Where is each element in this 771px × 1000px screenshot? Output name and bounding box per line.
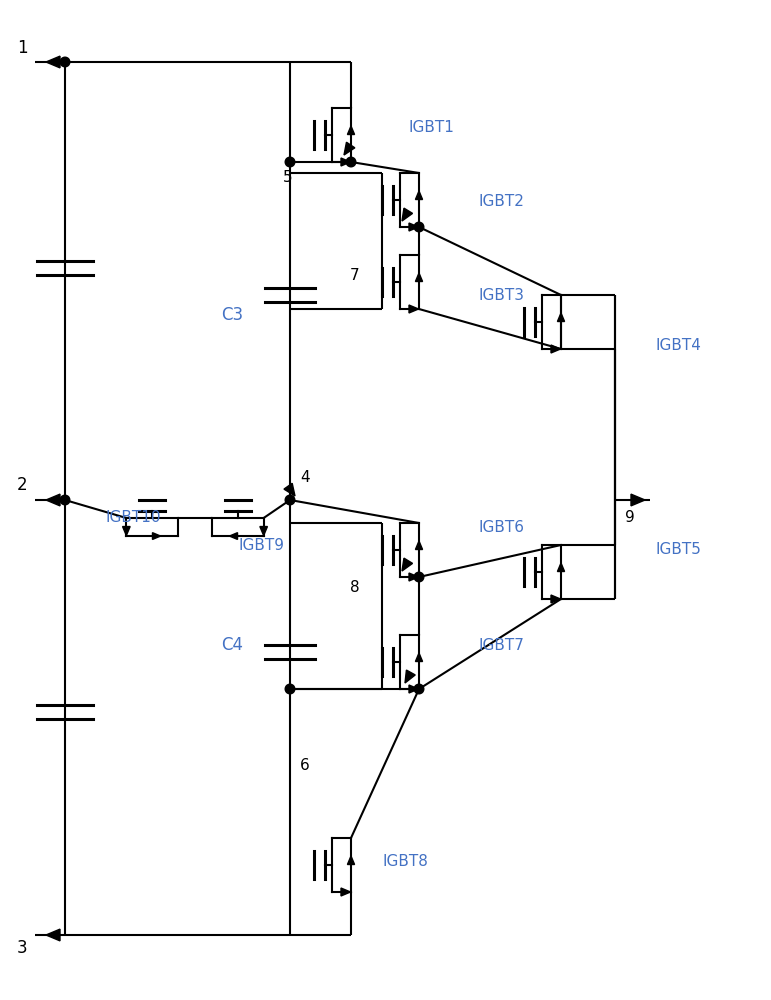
Text: C4: C4 [221, 636, 243, 654]
Polygon shape [284, 483, 295, 496]
Polygon shape [123, 527, 130, 536]
Polygon shape [46, 56, 60, 68]
Circle shape [60, 495, 70, 505]
Circle shape [346, 157, 355, 167]
Polygon shape [416, 541, 423, 550]
Polygon shape [409, 305, 419, 313]
Text: IGBT3: IGBT3 [478, 288, 524, 302]
Text: 6: 6 [300, 758, 310, 772]
Circle shape [285, 157, 295, 167]
Circle shape [60, 57, 70, 67]
Text: IGBT1: IGBT1 [408, 120, 454, 135]
Polygon shape [405, 670, 416, 683]
Text: C3: C3 [221, 306, 243, 324]
Polygon shape [46, 929, 60, 941]
Polygon shape [409, 685, 419, 693]
Text: 7: 7 [350, 267, 360, 282]
Polygon shape [153, 533, 160, 539]
Circle shape [285, 495, 295, 505]
Polygon shape [409, 223, 419, 231]
Polygon shape [557, 563, 564, 572]
Circle shape [285, 684, 295, 694]
Polygon shape [631, 494, 645, 506]
Text: 2: 2 [17, 476, 27, 494]
Text: 9: 9 [625, 510, 635, 526]
Polygon shape [344, 142, 355, 155]
Circle shape [414, 572, 424, 582]
Text: 1: 1 [17, 39, 27, 57]
Polygon shape [341, 888, 351, 896]
Polygon shape [416, 191, 423, 200]
Polygon shape [348, 126, 355, 135]
Polygon shape [260, 527, 268, 536]
Text: IGBT10: IGBT10 [105, 510, 160, 526]
Text: IGBT4: IGBT4 [655, 338, 701, 353]
Polygon shape [402, 558, 412, 571]
Polygon shape [46, 494, 60, 506]
Text: IGBT5: IGBT5 [655, 542, 701, 558]
Polygon shape [341, 158, 351, 166]
Circle shape [414, 222, 424, 232]
Text: 4: 4 [300, 471, 310, 486]
Text: IGBT6: IGBT6 [478, 520, 524, 536]
Polygon shape [557, 313, 564, 322]
Polygon shape [551, 595, 561, 603]
Polygon shape [230, 533, 237, 539]
Text: 3: 3 [17, 939, 27, 957]
Polygon shape [551, 345, 561, 353]
Polygon shape [416, 273, 423, 282]
Polygon shape [402, 208, 412, 221]
Text: 5: 5 [283, 170, 293, 185]
Text: IGBT9: IGBT9 [238, 538, 284, 552]
Polygon shape [348, 856, 355, 864]
Text: 8: 8 [350, 580, 360, 595]
Text: IGBT7: IGBT7 [478, 638, 524, 652]
Polygon shape [409, 573, 419, 581]
Circle shape [414, 684, 424, 694]
Text: IGBT8: IGBT8 [382, 854, 428, 869]
Polygon shape [416, 653, 423, 662]
Text: IGBT2: IGBT2 [478, 194, 524, 210]
